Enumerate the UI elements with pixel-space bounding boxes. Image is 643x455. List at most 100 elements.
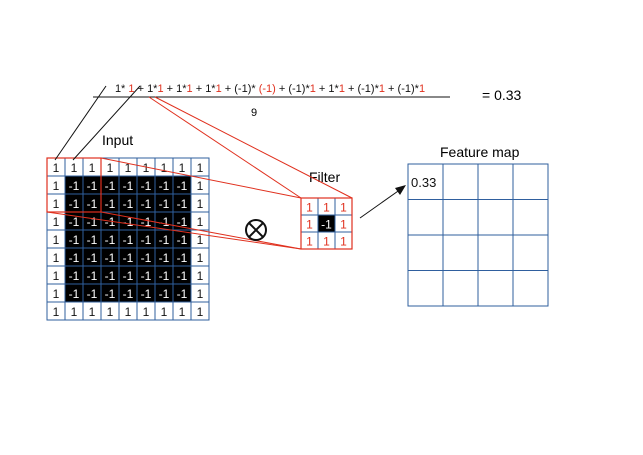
input-cell: 1 [46,283,66,303]
input-cell: -1 [136,229,156,249]
feature-map-cell [477,163,514,200]
input-value: 1 [89,305,96,319]
input-value: 1 [125,161,132,175]
formula-term: 1 [310,83,316,95]
formula-term: 1* [115,83,126,95]
input-cell: -1 [100,247,120,267]
filter-value: 1 [340,218,347,232]
input-cell: -1 [118,193,138,213]
filter-formula-line [154,96,353,199]
input-cell: 1 [190,157,210,177]
input-cell: 1 [46,175,66,195]
filter-cell: -1 [317,214,336,233]
input-value: -1 [87,197,98,211]
input-cell: 1 [172,301,192,321]
input-cell: -1 [82,193,102,213]
input-value: -1 [105,287,116,301]
filter-cell: 1 [334,197,353,216]
input-value: 1 [125,305,132,319]
input-cell: 1 [190,193,210,213]
input-value: -1 [87,269,98,283]
input-cell: -1 [100,283,120,303]
input-cell: -1 [136,175,156,195]
input-cell: -1 [154,175,174,195]
formula-term: 1 [187,83,193,95]
input-cell: -1 [154,211,174,231]
formula-term: + 1* [164,83,188,95]
input-value: 1 [107,161,114,175]
formula-denominator: 9 [251,107,257,119]
input-value: 1 [179,161,186,175]
feature-map-value: 0.33 [411,175,436,190]
input-value: 1 [53,287,60,301]
input-value: -1 [69,197,80,211]
filter-cell: 1 [317,197,336,216]
feature-map-cell [442,270,479,307]
input-cell: -1 [64,229,84,249]
input-value: -1 [141,197,152,211]
input-cell: -1 [154,229,174,249]
input-value: 1 [197,161,204,175]
input-cell: -1 [82,211,102,231]
input-value: 1 [161,161,168,175]
input-value: -1 [105,251,116,265]
feature-map-cell [407,234,444,271]
input-value: 1 [143,305,150,319]
input-value: -1 [123,215,134,229]
input-cell: -1 [100,265,120,285]
input-cell: 1 [154,301,174,321]
formula-numerator: 1* 1 + 1*1 + 1*1 + 1*1 + (-1)* (-1) + (-… [115,83,425,95]
input-cell: -1 [82,175,102,195]
feature-map-cell [442,163,479,200]
input-value: -1 [69,287,80,301]
input-value: 1 [197,269,204,283]
input-cell: 1 [100,301,120,321]
feature-map-cell [442,199,479,236]
input-cell: -1 [100,175,120,195]
input-value: 1 [197,251,204,265]
formula-term: + (-1)* [276,83,311,95]
input-cell: 1 [118,301,138,321]
input-value: -1 [159,179,170,193]
feature-map-cell [407,270,444,307]
input-value: -1 [159,197,170,211]
feature-map-cell [512,270,549,307]
formula-term: 1 [157,83,163,95]
input-value: -1 [177,215,188,229]
input-value: 1 [197,215,204,229]
formula-term: 1 [419,83,425,95]
input-label: Input [102,132,133,148]
input-cell: 1 [46,301,66,321]
input-cell: -1 [64,193,84,213]
input-cell: -1 [154,247,174,267]
input-value: 1 [53,179,60,193]
input-cell: 1 [190,283,210,303]
input-value: -1 [159,233,170,247]
filter-grid: 1 1 11 -1 11 1 1 [300,197,353,250]
input-cell: -1 [172,265,192,285]
input-value: -1 [141,251,152,265]
feature-map-cell: 0.33 [407,163,444,200]
input-value: -1 [105,233,116,247]
input-formula-line [54,85,107,161]
formula-term: 1 [339,83,345,95]
circled-times-icon [245,219,267,241]
input-cell: -1 [154,193,174,213]
input-value: 1 [89,161,96,175]
input-cell: 1 [190,229,210,249]
input-value: -1 [177,269,188,283]
input-cell: -1 [118,265,138,285]
input-cell: -1 [172,193,192,213]
filter-formula-line [148,96,302,199]
filter-value: 1 [323,201,330,215]
feature-map-cell [477,199,514,236]
formula-term: + (-1)* [385,83,420,95]
input-value: -1 [159,251,170,265]
input-cell: 1 [154,157,174,177]
input-cell: -1 [82,247,102,267]
filter-cell: 1 [300,197,319,216]
input-cell: -1 [82,229,102,249]
input-formula-line [72,85,141,161]
input-cell: 1 [64,157,84,177]
input-value: -1 [141,287,152,301]
